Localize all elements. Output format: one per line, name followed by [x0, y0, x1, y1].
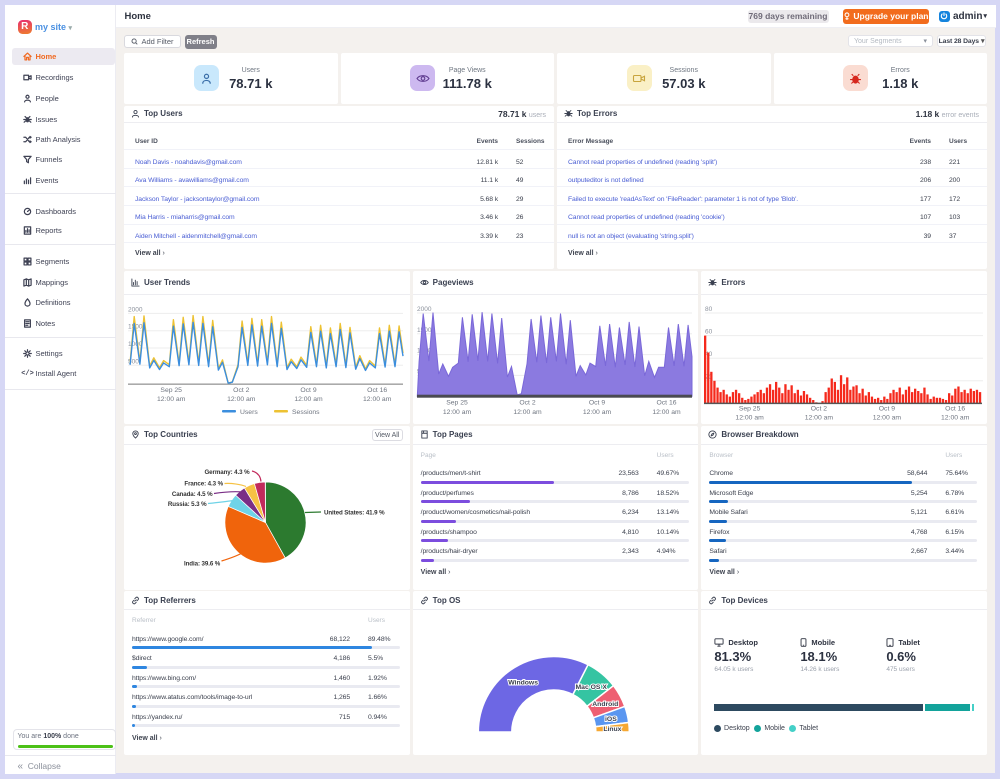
svg-text:France: 4.3 %: France: 4.3 % — [184, 480, 223, 487]
svg-text:12:00 am: 12:00 am — [294, 396, 323, 403]
svg-text:Android: Android — [592, 701, 618, 708]
svg-text:Linux: Linux — [603, 726, 621, 733]
svg-text:Oct 2: Oct 2 — [519, 399, 535, 406]
svg-text:Oct 16: Oct 16 — [367, 387, 387, 394]
svg-text:2000: 2000 — [128, 306, 143, 313]
svg-text:India: 39.6 %: India: 39.6 % — [184, 560, 221, 567]
svg-text:12:00 am: 12:00 am — [513, 409, 542, 416]
svg-text:Canada: 4.5 %: Canada: 4.5 % — [172, 491, 213, 498]
svg-text:12:00 am: 12:00 am — [941, 414, 970, 421]
svg-text:12:00 am: 12:00 am — [736, 414, 765, 421]
svg-text:Oct 2: Oct 2 — [233, 387, 249, 394]
svg-text:12:00 am: 12:00 am — [873, 414, 902, 421]
svg-text:Germany: 4.3 %: Germany: 4.3 % — [204, 469, 250, 476]
svg-text:Windows: Windows — [508, 679, 538, 686]
svg-text:12:00 am: 12:00 am — [363, 396, 392, 403]
svg-text:12:00 am: 12:00 am — [442, 409, 471, 416]
svg-text:United States: 41.9 %: United States: 41.9 % — [324, 509, 385, 516]
svg-text:Sep 25: Sep 25 — [160, 387, 182, 394]
svg-text:Oct 9: Oct 9 — [300, 387, 316, 394]
svg-text:12:00 am: 12:00 am — [227, 396, 256, 403]
svg-text:Oct 2: Oct 2 — [811, 405, 827, 412]
svg-text:Russia: 5.3 %: Russia: 5.3 % — [168, 501, 207, 508]
svg-text:12:00 am: 12:00 am — [805, 414, 834, 421]
svg-text:iOS: iOS — [605, 716, 617, 723]
svg-text:12:00 am: 12:00 am — [582, 409, 611, 416]
svg-text:2000: 2000 — [417, 306, 432, 313]
svg-text:Oct 9: Oct 9 — [879, 405, 895, 412]
svg-text:60: 60 — [705, 328, 713, 335]
svg-text:12:00 am: 12:00 am — [157, 396, 186, 403]
svg-text:Users: Users — [240, 409, 258, 416]
svg-text:Sep 25: Sep 25 — [739, 405, 761, 412]
svg-text:500: 500 — [128, 358, 139, 365]
svg-text:1000: 1000 — [128, 341, 143, 348]
svg-text:Sessions: Sessions — [292, 409, 320, 416]
svg-text:Oct 16: Oct 16 — [656, 399, 676, 406]
svg-text:80: 80 — [705, 306, 713, 313]
svg-text:Mac OS X: Mac OS X — [575, 684, 607, 691]
svg-text:Sep 25: Sep 25 — [446, 399, 468, 406]
svg-text:12:00 am: 12:00 am — [652, 409, 681, 416]
svg-text:Oct 9: Oct 9 — [589, 399, 605, 406]
svg-text:Oct 16: Oct 16 — [946, 405, 966, 412]
